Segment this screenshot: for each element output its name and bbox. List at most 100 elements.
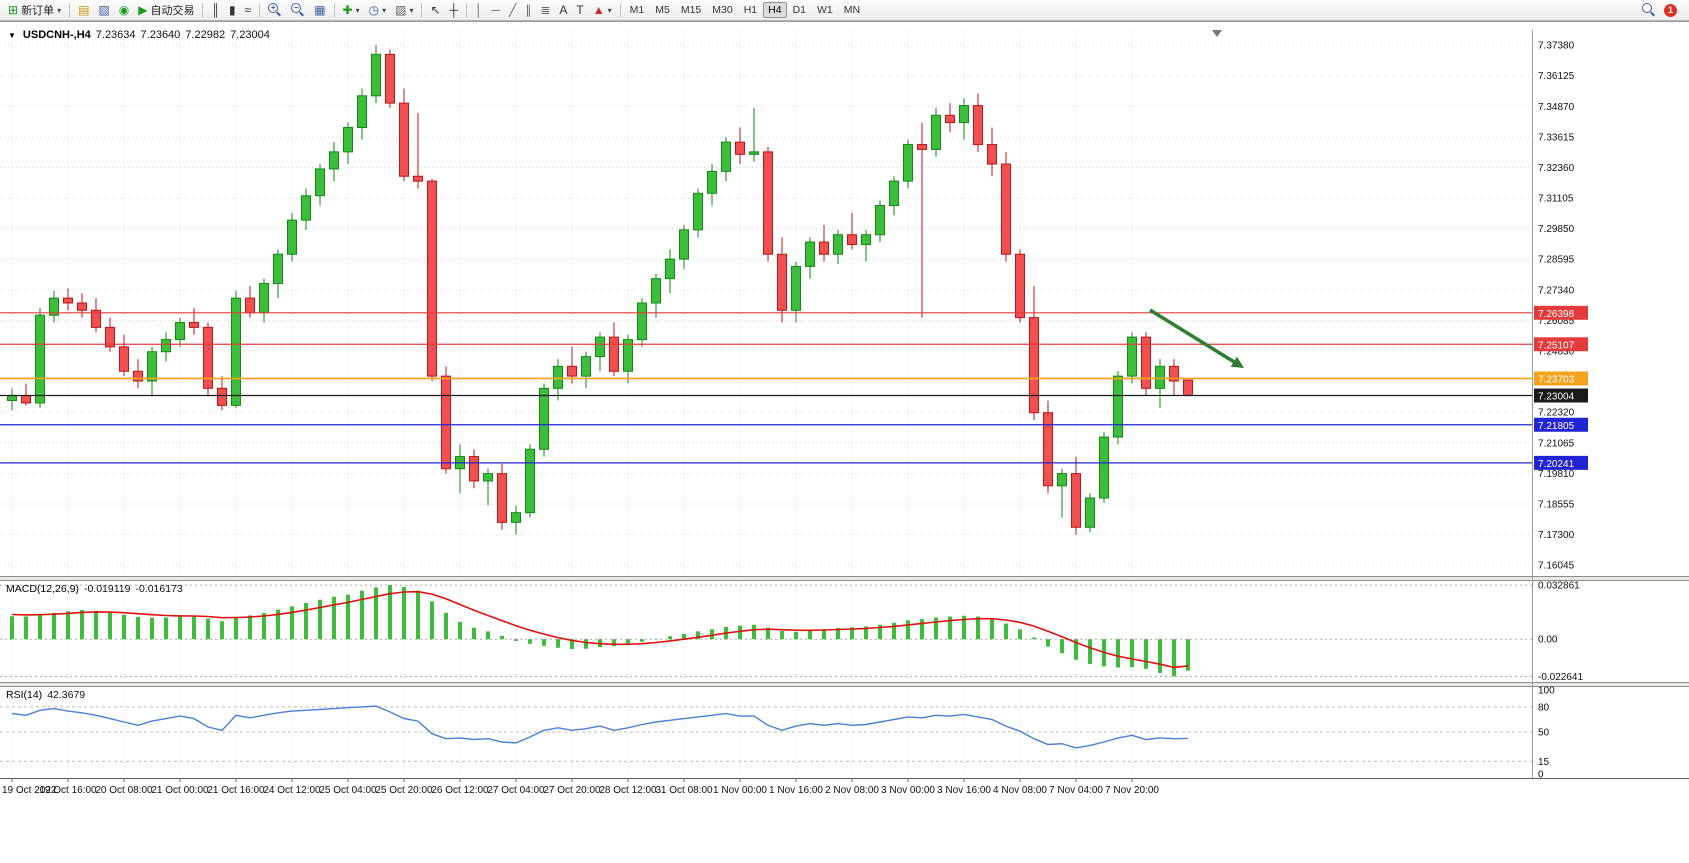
tile-windows-icon: ▦	[314, 3, 326, 17]
candle	[35, 314, 45, 404]
timeframe-w1-button[interactable]: W1	[817, 4, 833, 16]
candle	[707, 170, 717, 194]
support-line-badge	[1534, 417, 1588, 432]
autotrading-label: 自动交易	[150, 5, 195, 17]
candle	[931, 114, 941, 150]
templates-button[interactable]: ▨ ▾	[391, 1, 417, 20]
rsi-axis-label: 80	[1538, 702, 1550, 713]
zoom-out-button[interactable]: −	[287, 1, 309, 20]
periods-button[interactable]: ◷ ▾	[365, 1, 391, 20]
timeframe-d1-button[interactable]: D1	[792, 4, 807, 16]
candle	[889, 180, 899, 206]
timeframe-m5-button[interactable]: M5	[655, 4, 670, 16]
candle	[525, 448, 535, 514]
line-chart-type-button[interactable]: ≈	[241, 1, 256, 20]
notification-badge[interactable]: 1	[1664, 3, 1677, 17]
periods-icon: ◷	[368, 3, 380, 17]
horizontal-line-icon: ─	[491, 3, 501, 17]
shapes-icon: ▲	[592, 3, 605, 17]
channel-tool-button[interactable]: ∥	[521, 1, 535, 20]
price-axis-label: 7.17300	[1538, 530, 1575, 541]
candle	[399, 102, 409, 177]
candle	[1113, 375, 1123, 438]
cursor-tool-button[interactable]: ↖	[426, 1, 444, 20]
timeframe-h1-button[interactable]: H1	[743, 4, 758, 16]
time-axis-label: 24 Oct 12:00	[263, 785, 321, 796]
price-axis-label: 7.22320	[1538, 408, 1575, 419]
periods-caret-icon: ▾	[382, 5, 387, 15]
candle	[161, 339, 171, 353]
toolbar-separator	[69, 3, 71, 17]
text-label-tool-button[interactable]: T	[572, 1, 587, 20]
symbol-dropdown-icon[interactable]: ▼	[8, 30, 16, 40]
timeframe-mn-button[interactable]: MN	[843, 4, 861, 16]
price-level-lines[interactable]	[0, 312, 1532, 464]
trendline-tool-button[interactable]: ╱	[505, 1, 520, 20]
candle	[63, 297, 73, 304]
main-toolbar: ⊞ 新订单 ▾ ▤ ▧ ◉ ▶ 自动交易 ║ ▮ ≈ + − ▦ ✚ ▾ ◷ ▾…	[0, 0, 1689, 21]
pane-separators	[0, 30, 1689, 779]
macd-histogram	[10, 585, 1190, 677]
chart-shift-marker-icon[interactable]	[1212, 30, 1222, 37]
zoom-in-button[interactable]: +	[264, 1, 286, 20]
tile-windows-button[interactable]: ▦	[310, 1, 329, 20]
timeframe-m30-button[interactable]: M30	[712, 4, 733, 16]
time-axis-label: 7 Nov 20:00	[1105, 785, 1159, 796]
macd-pane-header: MACD(12,26,9) -0.019119 -0.016173	[6, 583, 183, 595]
candle	[189, 322, 199, 328]
toolbar-separator	[259, 3, 261, 17]
text-tool-button[interactable]: A	[555, 1, 571, 20]
candle	[581, 356, 591, 377]
time-axis-label: 27 Oct 04:00	[487, 785, 545, 796]
charts-button[interactable]: ▤	[74, 1, 93, 20]
support-line-badge	[1534, 455, 1588, 470]
sounds-button[interactable]: ◉	[115, 1, 133, 20]
candle	[105, 326, 115, 348]
rsi-line	[11, 705, 1189, 749]
crosshair-tool-button[interactable]: ┼	[446, 1, 463, 20]
candle	[1015, 253, 1025, 319]
candle	[959, 105, 969, 124]
price-axis-label: 7.36125	[1538, 71, 1575, 82]
toolbar-separator	[466, 3, 468, 17]
bar-chart-icon: ║	[211, 3, 220, 17]
vertical-line-tool-button[interactable]: │	[471, 1, 487, 20]
profiles-button[interactable]: ▧	[94, 1, 113, 20]
candle	[973, 105, 983, 146]
candle	[595, 336, 605, 358]
candle	[1043, 412, 1053, 487]
search-icon[interactable]	[1642, 3, 1656, 17]
price-axis-label: 7.31105	[1538, 194, 1574, 205]
candle	[217, 387, 227, 406]
time-axis-label: 7 Nov 04:00	[1049, 785, 1103, 796]
indicators-button[interactable]: ✚ ▾	[339, 1, 364, 20]
candle	[1071, 473, 1081, 528]
timeframe-m1-button[interactable]: M1	[629, 4, 645, 16]
fibonacci-tool-button[interactable]: ≣	[536, 1, 554, 20]
text-icon: A	[559, 3, 568, 17]
candlestick-type-button[interactable]: ▮	[225, 1, 240, 20]
price-axis-label: 7.29850	[1538, 224, 1575, 235]
candle	[469, 456, 479, 482]
new-order-button[interactable]: ⊞ 新订单 ▾	[4, 1, 65, 20]
candle	[1183, 379, 1193, 397]
candle	[511, 512, 521, 523]
sounds-icon: ◉	[118, 3, 130, 17]
price-axis-label: 7.32360	[1538, 163, 1575, 174]
crosshair-icon: ┼	[449, 3, 459, 17]
timeframe-h4-button[interactable]: H4	[763, 2, 787, 18]
horizontal-line-tool-button[interactable]: ─	[488, 1, 505, 20]
autotrading-button[interactable]: ▶ 自动交易	[134, 1, 198, 20]
price-axis-label: 7.18555	[1538, 499, 1575, 510]
trend-arrow-annotation[interactable]	[1149, 308, 1244, 368]
candle	[49, 297, 59, 316]
timeframe-m15-button[interactable]: M15	[680, 4, 702, 16]
time-axis-label: 1 Nov 00:00	[713, 785, 767, 796]
chart-canvas[interactable]: 7.37380 7.36125 7.34870 7.33615 7.32360 7.311…	[0, 22, 1689, 863]
candle	[651, 278, 661, 304]
candlestick-icon: ▮	[229, 3, 236, 17]
candle	[609, 336, 619, 372]
bar-chart-type-button[interactable]: ║	[207, 1, 224, 20]
shapes-tool-button[interactable]: ▲ ▾	[589, 1, 616, 20]
